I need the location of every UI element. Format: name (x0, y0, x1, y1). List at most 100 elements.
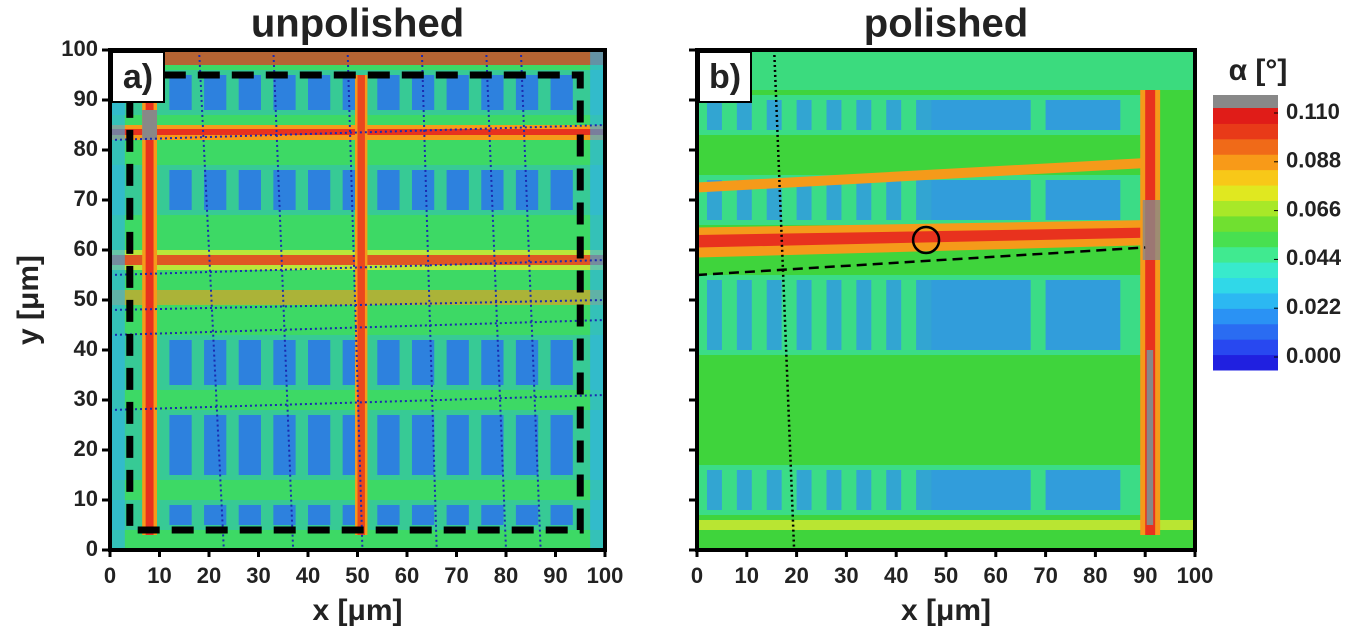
heat-patch (411, 340, 435, 385)
y-tick-label: 20 (74, 436, 98, 461)
marker-circle (911, 225, 941, 255)
heat-patch (931, 100, 1031, 130)
heat-patch (204, 75, 227, 110)
heat-patch (204, 170, 227, 210)
heat-patch (238, 505, 261, 525)
heat-patch (916, 280, 932, 350)
ridge (697, 227, 1156, 248)
heat-patch (446, 170, 469, 210)
colorbar-tick-label: 0.066 (1286, 196, 1341, 221)
colorbar-band (1213, 185, 1278, 201)
heat-patch (273, 340, 296, 385)
heat-patch (110, 50, 605, 65)
x-tick-label: 70 (444, 563, 468, 588)
heat-patch (308, 75, 331, 110)
panel-label: b) (709, 58, 741, 96)
x-tick-label: 0 (691, 563, 703, 588)
colorbar-top (1213, 95, 1278, 108)
heat-patch (550, 75, 573, 110)
colorbar-tick-label: 0.022 (1286, 294, 1341, 319)
heat-patch (411, 75, 435, 110)
heat-patch (697, 465, 1146, 515)
colorbar-tick-label: 0.110 (1286, 99, 1340, 124)
heat-patch (204, 505, 227, 525)
colorbar-band (1213, 123, 1278, 140)
heat-patch (916, 100, 932, 130)
heat-patch (1146, 350, 1154, 525)
heat-patch (796, 470, 812, 510)
dashed-frame (126, 71, 584, 534)
heat-patch (736, 470, 752, 510)
heat-patch (550, 415, 573, 475)
heat-patch (1045, 280, 1121, 350)
heat-patch (766, 470, 782, 510)
heat-patch (1142, 200, 1161, 260)
heat-patch (697, 95, 1146, 135)
heat-patch (145, 100, 154, 535)
colorbar-band (1213, 138, 1278, 155)
heat-patch (308, 170, 331, 210)
heat-patch (515, 75, 539, 110)
y-axis-label: y [μm] (12, 255, 45, 345)
heat-patch (766, 280, 782, 350)
heat-patch (377, 170, 400, 210)
heat-patch (411, 170, 435, 210)
heat-patch (169, 505, 192, 525)
heat-patch (697, 275, 1146, 355)
ridge (697, 157, 1156, 193)
guide-line (485, 50, 507, 550)
heat-patch (886, 280, 902, 350)
heat-patch (856, 280, 872, 350)
heat-patch (796, 280, 812, 350)
heat-patch (238, 170, 261, 210)
colorbar-band (1213, 231, 1278, 248)
heat-patch (377, 505, 400, 525)
x-tick-label: 90 (1133, 563, 1157, 588)
heat-patch (550, 170, 573, 210)
heat-patch (590, 50, 605, 550)
colorbar-band (1213, 154, 1278, 171)
guide-line (420, 50, 438, 550)
heat-patch (169, 170, 192, 210)
heat-patch (826, 280, 842, 350)
y-tick-label: 100 (61, 36, 98, 61)
y-tick-label: 40 (74, 336, 98, 361)
colorbar-band (1213, 200, 1278, 217)
heat-patch (308, 505, 331, 525)
x-tick-label: 80 (1083, 563, 1107, 588)
heat-patch (377, 340, 400, 385)
dotted-line (772, 50, 796, 550)
colorbar-tick-label: 0.088 (1286, 148, 1341, 173)
heat-patch (1145, 90, 1156, 535)
heat-patch (1045, 100, 1121, 130)
colorbar-band (1213, 277, 1278, 294)
heat-patch (308, 340, 331, 385)
y-tick-label: 70 (74, 186, 98, 211)
heat-patch (796, 100, 812, 130)
heat-patch (169, 415, 192, 475)
heat-patch (446, 505, 469, 525)
heat-patch (856, 100, 872, 130)
colorbar-band (1213, 262, 1278, 279)
x-axis-label: x [μm] (901, 594, 991, 627)
colorbar-tick-label: 0.044 (1286, 245, 1342, 270)
heat-patch (886, 180, 902, 220)
heat-patch (931, 470, 1031, 510)
heat-patch (886, 470, 902, 510)
x-tick-label: 20 (197, 563, 221, 588)
guide-line (519, 50, 542, 550)
x-tick-label: 0 (104, 563, 116, 588)
x-tick-label: 20 (784, 563, 808, 588)
heat-patch (826, 180, 842, 220)
colorbar-band (1213, 292, 1278, 309)
colorbar-band (1213, 308, 1278, 325)
y-tick-label: 10 (74, 486, 98, 511)
panel-label-box (111, 51, 165, 103)
x-tick-label: 10 (735, 563, 759, 588)
colorbar-band (1213, 108, 1278, 124)
dashed-line (697, 246, 1146, 277)
x-tick-label: 40 (296, 563, 320, 588)
heat-patch (796, 180, 812, 220)
heat-patch (110, 50, 125, 550)
y-tick-label: 60 (74, 236, 98, 261)
